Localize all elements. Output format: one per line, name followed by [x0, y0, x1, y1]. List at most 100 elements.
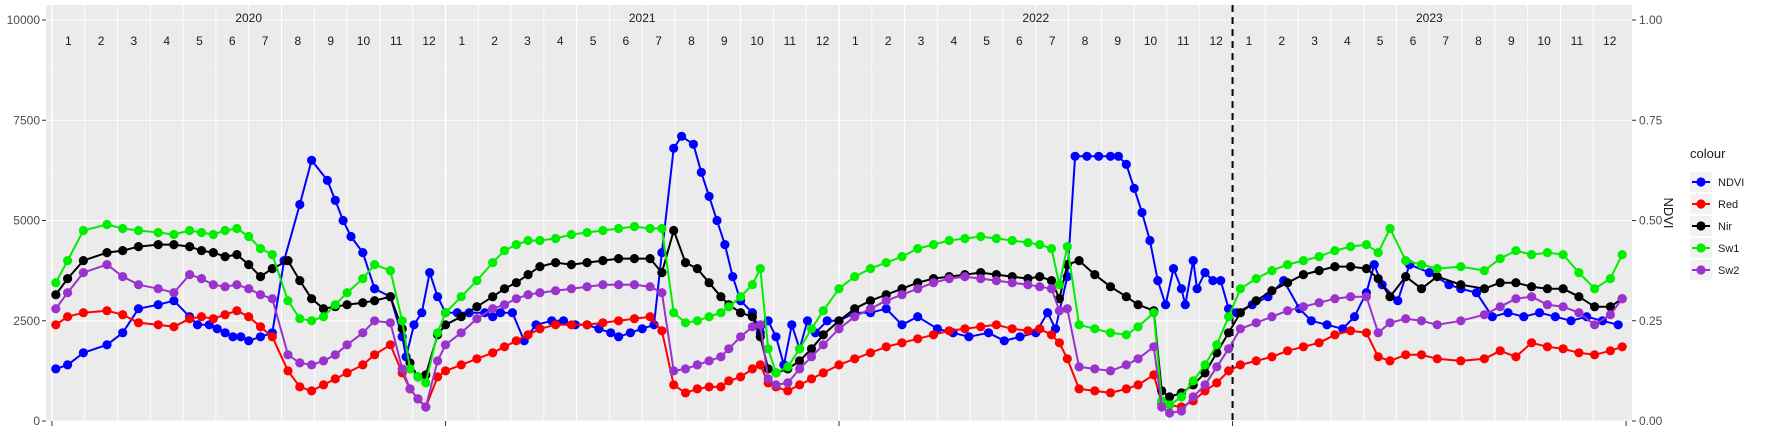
data-point-sw2 — [1432, 320, 1442, 330]
data-point-sw1 — [51, 278, 61, 288]
data-point-ndvi — [169, 296, 179, 306]
data-point-nir — [208, 248, 218, 258]
data-point-sw1 — [629, 221, 640, 232]
data-point-nir — [566, 260, 577, 270]
data-point-red — [220, 310, 230, 320]
data-point-nir — [614, 254, 624, 264]
data-point-red — [629, 314, 640, 324]
data-point-sw1 — [551, 233, 561, 244]
data-point-sw2 — [1385, 318, 1395, 328]
data-point-sw1 — [1590, 284, 1600, 294]
data-point-sw1 — [421, 378, 431, 388]
data-point-nir — [153, 240, 163, 250]
data-point-red — [358, 360, 368, 370]
data-point-sw2 — [1558, 302, 1568, 312]
data-point-sw1 — [1511, 246, 1521, 256]
data-point-red — [499, 342, 510, 352]
data-point-sw1 — [928, 240, 939, 250]
data-point-ndvi — [649, 320, 659, 330]
data-point-red — [598, 318, 608, 328]
data-point-nir — [1267, 286, 1277, 296]
data-point-red — [1617, 342, 1627, 352]
data-point-red — [960, 324, 970, 334]
data-point-red — [133, 318, 144, 328]
data-point-sw2 — [330, 350, 340, 360]
data-point-red — [928, 330, 939, 340]
legend-marker-ndvi — [1696, 177, 1706, 187]
data-point-sw1 — [133, 225, 144, 236]
data-point-sw2 — [991, 276, 1002, 286]
month-label: 2 — [98, 34, 105, 48]
data-point-nir — [1283, 278, 1293, 288]
data-point-red — [1346, 326, 1356, 336]
data-point-sw2 — [1007, 278, 1017, 288]
data-point-sw1 — [385, 266, 395, 276]
data-point-sw2 — [153, 284, 163, 294]
data-point-red — [385, 340, 395, 350]
data-point-nir — [385, 292, 395, 302]
data-point-ndvi — [897, 320, 907, 330]
data-point-ndvi — [1153, 276, 1163, 286]
data-point-ndvi — [295, 199, 305, 210]
data-point-red — [850, 354, 860, 364]
data-point-sw1 — [1298, 256, 1308, 266]
data-point-nir — [78, 256, 88, 266]
data-point-sw1 — [669, 308, 679, 318]
month-label: 7 — [262, 34, 269, 48]
data-point-ndvi — [787, 320, 797, 330]
data-point-sw2 — [1133, 354, 1143, 364]
data-point-nir — [1527, 282, 1537, 292]
data-point-ndvi — [1094, 151, 1104, 161]
data-point-nir — [185, 242, 195, 252]
data-point-sw2 — [1046, 284, 1057, 294]
data-point-nir — [307, 294, 317, 304]
data-point-sw2 — [488, 304, 498, 314]
data-point-red — [881, 342, 891, 352]
data-point-nir — [551, 258, 561, 268]
month-label: 12 — [422, 34, 436, 48]
data-point-ndvi — [720, 240, 730, 250]
data-point-sw1 — [1385, 223, 1395, 234]
data-point-sw1 — [960, 233, 970, 244]
data-point-sw2 — [944, 274, 954, 284]
data-point-red — [551, 320, 561, 330]
data-point-sw2 — [881, 296, 891, 306]
data-point-nir — [1121, 292, 1131, 302]
data-point-ndvi — [822, 316, 832, 326]
data-point-sw2 — [51, 304, 61, 314]
data-point-nir — [865, 296, 876, 306]
data-point-sw1 — [692, 316, 702, 326]
data-point-sw1 — [153, 227, 163, 238]
legend-marker-sw1 — [1696, 243, 1706, 253]
data-point-sw2 — [716, 352, 726, 362]
data-point-ndvi — [220, 328, 230, 338]
data-point-sw1 — [511, 240, 521, 250]
data-point-sw2 — [1251, 318, 1261, 328]
data-point-sw1 — [255, 244, 266, 254]
data-point-red — [1212, 378, 1222, 388]
data-point-nir — [692, 264, 702, 274]
data-point-sw1 — [535, 235, 545, 246]
year-label: 2023 — [1416, 11, 1443, 25]
month-label: 5 — [196, 34, 203, 48]
data-point-red — [1054, 338, 1064, 348]
data-point-sw1 — [976, 231, 986, 242]
y-left-tick-label: 7500 — [13, 113, 40, 127]
data-point-red — [1456, 356, 1466, 366]
data-point-sw2 — [1165, 408, 1175, 418]
data-point-sw2 — [1212, 362, 1222, 372]
data-point-red — [645, 312, 655, 322]
data-point-red — [566, 320, 577, 330]
month-label: 12 — [1603, 34, 1617, 48]
data-point-sw1 — [185, 225, 195, 236]
data-point-red — [724, 376, 734, 386]
data-point-ndvi — [625, 328, 636, 338]
data-point-red — [897, 338, 907, 348]
data-point-sw2 — [747, 322, 758, 332]
data-point-nir — [51, 290, 61, 300]
data-point-sw1 — [657, 223, 667, 234]
data-point-sw2 — [358, 328, 368, 338]
y-left-tick-label: 0 — [33, 414, 40, 428]
data-point-ndvi — [881, 304, 891, 314]
month-label: 8 — [1082, 34, 1089, 48]
